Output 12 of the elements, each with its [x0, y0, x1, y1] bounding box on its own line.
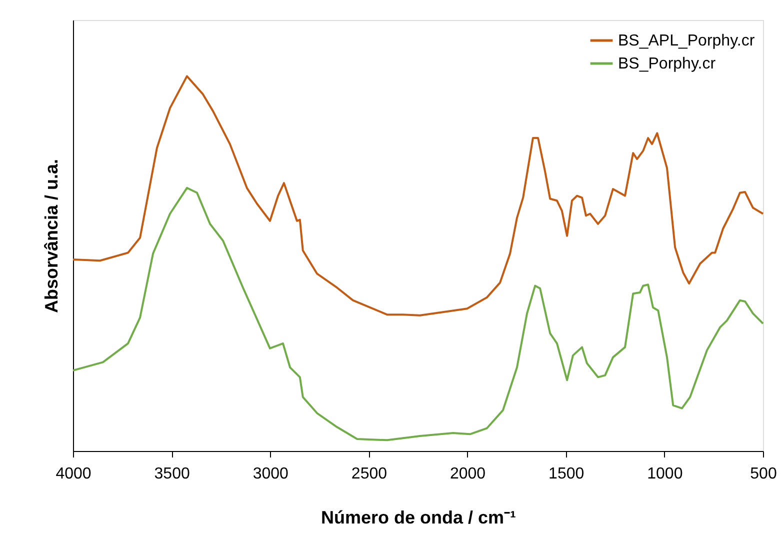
legend-label: BS_Porphy.cr	[618, 56, 716, 72]
x-tick-label: 4000	[56, 466, 92, 482]
x-tick-label: 1500	[548, 466, 584, 482]
x-tick-label: 2500	[351, 466, 388, 482]
x-tick-label: 3500	[154, 466, 190, 482]
x-tick-label: 2000	[450, 466, 486, 482]
legend-label: BS_APL_Porphy.cr	[618, 32, 756, 50]
x-tick-label: 500	[750, 466, 777, 482]
x-tick-label: 3000	[252, 466, 289, 482]
x-tick-label: 1000	[647, 466, 683, 482]
y-axis-title: Absorvância / u.a.	[42, 158, 62, 314]
x-axis-title: Número de onda / cm⁻¹	[320, 508, 516, 528]
